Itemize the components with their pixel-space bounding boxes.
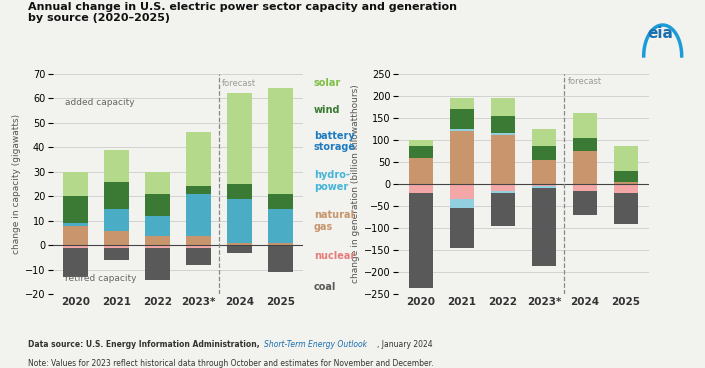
- Bar: [104, 150, 129, 181]
- Y-axis label: change in generation (billion kilowatthours): change in generation (billion kilowattho…: [351, 85, 360, 283]
- Bar: [572, 151, 597, 184]
- Bar: [104, 248, 129, 260]
- Text: coal: coal: [314, 282, 336, 292]
- Bar: [104, 181, 129, 209]
- Bar: [491, 184, 515, 191]
- Text: forecast: forecast: [222, 78, 256, 88]
- Bar: [269, 245, 293, 272]
- Bar: [145, 172, 170, 194]
- Bar: [532, 146, 556, 160]
- Bar: [450, 199, 474, 208]
- Bar: [614, 184, 638, 193]
- Bar: [450, 109, 474, 129]
- Bar: [532, 184, 556, 186]
- Bar: [63, 172, 87, 196]
- Bar: [63, 196, 87, 223]
- Bar: [491, 116, 515, 133]
- Text: wind: wind: [314, 105, 341, 116]
- Bar: [186, 236, 211, 245]
- Bar: [491, 133, 515, 135]
- Bar: [227, 199, 252, 243]
- Bar: [269, 88, 293, 194]
- Bar: [63, 248, 87, 277]
- Bar: [145, 216, 170, 236]
- Text: nuclear: nuclear: [314, 251, 355, 261]
- Text: Data source: U.S. Energy Information Administration,: Data source: U.S. Energy Information Adm…: [28, 340, 262, 349]
- Bar: [409, 140, 433, 146]
- Bar: [63, 226, 87, 245]
- Bar: [450, 98, 474, 109]
- Text: added capacity: added capacity: [66, 98, 135, 106]
- Bar: [63, 245, 87, 248]
- Text: eia: eia: [647, 26, 673, 41]
- Bar: [409, 146, 433, 158]
- Bar: [145, 194, 170, 216]
- Bar: [614, 182, 638, 184]
- Bar: [450, 129, 474, 131]
- Bar: [186, 245, 211, 248]
- Bar: [532, 129, 556, 146]
- Bar: [186, 194, 211, 236]
- Bar: [409, 184, 433, 193]
- Bar: [145, 245, 170, 248]
- Bar: [227, 184, 252, 199]
- Bar: [614, 146, 638, 171]
- Bar: [186, 248, 211, 265]
- Bar: [63, 223, 87, 226]
- Text: natural
gas: natural gas: [314, 210, 354, 231]
- Y-axis label: change in capacity (gigawatts): change in capacity (gigawatts): [11, 114, 20, 254]
- Bar: [450, 184, 474, 199]
- Bar: [227, 93, 252, 184]
- Bar: [572, 191, 597, 215]
- Text: Note: Values for 2023 reflect historical data through October and estimates for : Note: Values for 2023 reflect historical…: [28, 359, 434, 368]
- Bar: [269, 194, 293, 209]
- Bar: [572, 138, 597, 151]
- Bar: [614, 171, 638, 182]
- Bar: [532, 188, 556, 266]
- Bar: [491, 98, 515, 116]
- Bar: [532, 160, 556, 184]
- Bar: [145, 236, 170, 245]
- Bar: [269, 243, 293, 245]
- Bar: [186, 187, 211, 194]
- Text: hydro-
power: hydro- power: [314, 170, 350, 192]
- Bar: [450, 131, 474, 184]
- Text: , January 2024: , January 2024: [377, 340, 433, 349]
- Bar: [572, 113, 597, 138]
- Text: retired capacity: retired capacity: [66, 274, 137, 283]
- Bar: [572, 184, 597, 191]
- Bar: [491, 191, 515, 193]
- Text: forecast: forecast: [568, 77, 601, 86]
- Bar: [491, 193, 515, 226]
- Bar: [104, 231, 129, 245]
- Text: battery
storage: battery storage: [314, 131, 356, 152]
- Text: Annual change in U.S. electric power sector capacity and generation
by source (2: Annual change in U.S. electric power sec…: [28, 2, 458, 24]
- Bar: [104, 209, 129, 231]
- Bar: [104, 245, 129, 248]
- Bar: [532, 186, 556, 188]
- Bar: [269, 209, 293, 243]
- Bar: [227, 243, 252, 245]
- Bar: [409, 158, 433, 184]
- Bar: [450, 208, 474, 248]
- Bar: [145, 248, 170, 280]
- Text: solar: solar: [314, 78, 341, 88]
- Bar: [614, 193, 638, 224]
- Bar: [227, 245, 252, 253]
- Bar: [186, 132, 211, 187]
- Bar: [491, 135, 515, 184]
- Bar: [409, 193, 433, 288]
- Text: Short-Term Energy Outlook: Short-Term Energy Outlook: [264, 340, 367, 349]
